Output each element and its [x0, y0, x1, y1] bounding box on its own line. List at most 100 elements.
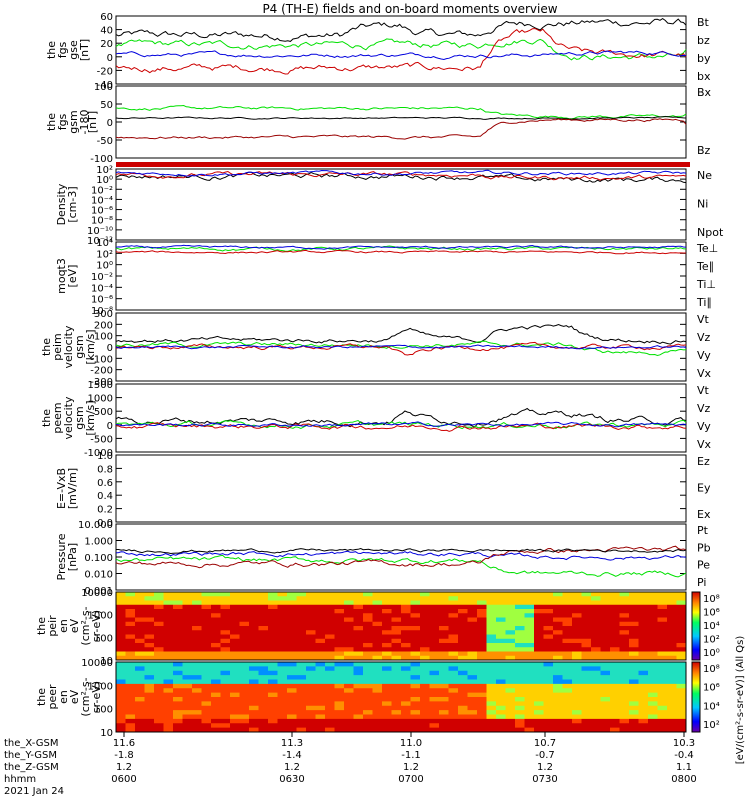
heatmap-cell: [211, 651, 221, 657]
heatmap-cell: [543, 630, 554, 635]
heatmap-cell: [562, 592, 573, 597]
heatmap-cell: [467, 596, 478, 601]
heatmap-cell: [619, 666, 630, 672]
heatmap-cell: [429, 718, 440, 724]
heatmap-cell: [154, 697, 164, 702]
heatmap-cell: [239, 651, 250, 657]
y-tick-label: 10⁰: [96, 175, 113, 186]
heatmap-cell: [458, 613, 468, 618]
heatmap-cell: [477, 701, 487, 707]
heatmap-cell: [619, 670, 630, 676]
y-axis-label: [km/s]: [84, 400, 97, 435]
x-tick-label: 0630: [279, 774, 304, 785]
heatmap-cell: [572, 647, 582, 652]
heatmap-cell: [458, 651, 468, 657]
heatmap-cell: [382, 651, 392, 657]
heatmap-cell: [657, 714, 668, 720]
heatmap-cell: [439, 697, 449, 702]
heatmap-cell: [505, 683, 516, 689]
heatmap-cell: [125, 596, 136, 601]
heatmap-cell: [410, 596, 421, 601]
heatmap-cell: [496, 697, 506, 702]
heatmap-cell: [135, 621, 145, 627]
heatmap-cell: [553, 655, 563, 661]
heatmap-cell: [534, 638, 544, 644]
heatmap-cell: [429, 714, 440, 720]
heatmap-cell: [648, 718, 658, 724]
heatmap-cell: [553, 600, 563, 606]
heatmap-cell: [572, 683, 582, 689]
heatmap-cell: [401, 666, 411, 672]
heatmap-cell: [211, 675, 221, 680]
heatmap-cell: [363, 705, 373, 711]
heatmap-cell: [496, 705, 506, 711]
heatmap-cell: [391, 723, 402, 729]
y-tick-label: 0: [107, 343, 113, 354]
heatmap-cell: [562, 651, 573, 657]
heatmap-cell: [477, 697, 487, 702]
heatmap-cell: [372, 634, 383, 640]
heatmap-cell: [467, 609, 478, 614]
heatmap-cell: [125, 617, 136, 623]
heatmap-cell: [648, 638, 658, 644]
heatmap-cell: [144, 643, 155, 648]
heatmap-cell: [638, 596, 649, 601]
heatmap-cell: [135, 643, 145, 648]
heatmap-cell: [372, 705, 383, 711]
heatmap-cell: [648, 655, 658, 661]
heatmap-cell: [306, 638, 316, 644]
heatmap-cell: [439, 604, 449, 610]
heatmap-cell: [163, 727, 174, 733]
heatmap-cell: [344, 666, 354, 672]
heatmap-cell: [144, 697, 155, 702]
heatmap-cell: [135, 675, 145, 680]
heatmap-cell: [125, 670, 136, 676]
heatmap-cell: [116, 692, 126, 698]
heatmap-cell: [135, 718, 145, 724]
heatmap-cell: [524, 630, 535, 635]
heatmap-cell: [258, 630, 269, 635]
heatmap-cell: [192, 655, 202, 661]
heatmap-cell: [344, 647, 354, 652]
heatmap-cell: [401, 723, 411, 729]
heatmap-cell: [467, 592, 478, 597]
heatmap-cell: [277, 723, 288, 729]
heatmap-cell: [439, 647, 449, 652]
heatmap-cell: [154, 647, 164, 652]
heatmap-cell: [173, 634, 183, 640]
heatmap-cell: [220, 600, 231, 606]
heatmap-cell: [439, 609, 449, 614]
heatmap-cell: [296, 634, 307, 640]
heatmap-cell: [534, 666, 544, 672]
heatmap-cell: [239, 723, 250, 729]
heatmap-cell: [600, 604, 611, 610]
heatmap-cell: [173, 621, 183, 627]
heatmap-cell: [410, 600, 421, 606]
heatmap-cell: [581, 600, 592, 606]
heatmap-cell: [287, 718, 297, 724]
heatmap-cell: [154, 613, 164, 618]
heatmap-cell: [638, 647, 649, 652]
heatmap-cell: [144, 662, 155, 667]
heatmap-cell: [410, 651, 421, 657]
heatmap-cell: [591, 643, 601, 648]
heatmap-cell: [562, 683, 573, 689]
x-tick-label: 10.7: [534, 738, 556, 749]
heatmap-cell: [239, 621, 250, 627]
heatmap-cell: [448, 613, 459, 618]
heatmap-cell: [192, 626, 202, 631]
y-tick-label: 10: [100, 656, 113, 667]
y-axis-label: eV: [68, 618, 81, 633]
y-tick-label: 10⁻²: [91, 272, 113, 283]
heatmap-cell: [277, 670, 288, 676]
heatmap-cell: [144, 617, 155, 623]
heatmap-cell: [173, 714, 183, 720]
heatmap-cell: [505, 651, 516, 657]
heatmap-cell: [163, 634, 174, 640]
heatmap-cell: [420, 718, 430, 724]
heatmap-cell: [467, 714, 478, 720]
heatmap-cell: [277, 662, 288, 667]
heatmap-cell: [410, 626, 421, 631]
heatmap-cell: [610, 666, 620, 672]
heatmap-cell: [543, 609, 554, 614]
